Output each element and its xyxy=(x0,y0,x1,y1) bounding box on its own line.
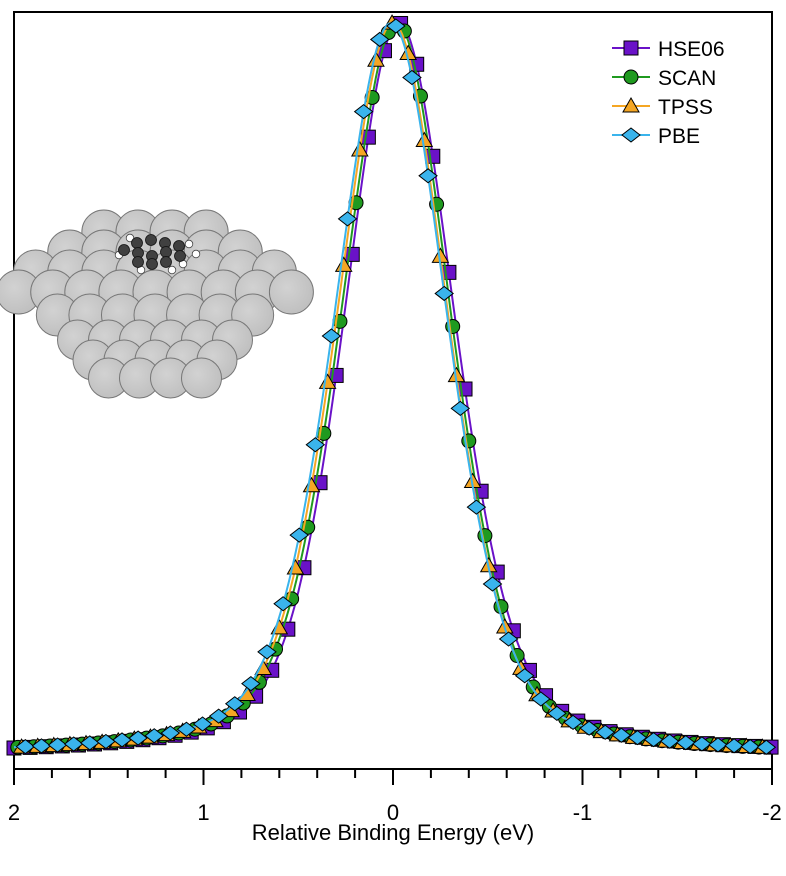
data-point xyxy=(611,727,632,743)
data-point xyxy=(273,596,293,612)
data-point xyxy=(579,720,599,736)
data-point xyxy=(659,733,680,749)
data-point xyxy=(563,714,583,730)
data-point xyxy=(160,725,181,741)
data-point xyxy=(367,51,385,67)
carbon-atom xyxy=(173,240,185,252)
data-point xyxy=(192,716,213,732)
data-point xyxy=(15,738,36,755)
hydrogen-atom xyxy=(184,239,194,249)
legend-marker xyxy=(621,127,641,143)
x-tick-label: 0 xyxy=(387,800,399,825)
legend-item: SCAN xyxy=(612,67,716,90)
data-point xyxy=(434,285,454,302)
data-point xyxy=(498,631,519,647)
data-point xyxy=(643,731,664,748)
data-point xyxy=(369,31,390,48)
legend-item: PBE xyxy=(612,125,700,148)
data-point xyxy=(386,18,406,34)
carbon-atom xyxy=(145,234,157,246)
legend: HSE06 SCAN TPSS PBE xyxy=(612,38,725,148)
data-point xyxy=(305,437,326,453)
data-point xyxy=(627,730,648,746)
x-tick-label: 1 xyxy=(197,800,209,825)
data-point xyxy=(353,103,374,120)
series-pbe xyxy=(13,18,777,755)
data-point xyxy=(224,696,245,712)
data-point xyxy=(547,705,567,722)
data-point xyxy=(257,644,277,660)
legend-item: TPSS xyxy=(612,96,713,119)
x-axis: 2 1 0 -1 -2 xyxy=(8,769,782,825)
data-point xyxy=(334,256,353,272)
data-point xyxy=(740,738,761,755)
data-point xyxy=(144,728,165,744)
metal-atom xyxy=(268,269,314,315)
data-point xyxy=(63,736,84,752)
data-point xyxy=(692,736,712,752)
legend-marker xyxy=(623,40,639,56)
carbon-atom xyxy=(146,258,158,270)
legend-item: HSE06 xyxy=(612,38,725,61)
data-point xyxy=(514,668,535,684)
benzene-on-metal-surface-icon xyxy=(0,209,314,399)
data-point xyxy=(241,676,261,692)
legend-marker xyxy=(623,69,639,85)
data-point xyxy=(79,735,100,751)
hydrogen-atom xyxy=(125,233,135,243)
data-point xyxy=(176,721,197,737)
carbon-atom xyxy=(131,237,143,249)
data-point xyxy=(128,730,148,746)
data-point xyxy=(675,735,696,751)
x-axis-label: Relative Binding Energy (eV) xyxy=(252,820,534,845)
data-point xyxy=(289,527,310,543)
hydrogen-atom xyxy=(191,249,201,259)
data-point xyxy=(208,708,229,724)
data-point xyxy=(350,140,369,157)
data-point xyxy=(724,738,744,754)
data-point xyxy=(337,211,358,227)
data-point xyxy=(402,69,422,86)
legend-label: SCAN xyxy=(658,67,716,90)
x-tick-label: -2 xyxy=(762,800,782,825)
carbon-atom xyxy=(160,246,172,258)
carbon-atom xyxy=(160,256,172,268)
data-point xyxy=(321,328,342,344)
data-point xyxy=(450,400,471,417)
carbon-atom xyxy=(174,250,186,262)
carbon-atom xyxy=(132,256,144,268)
legend-label: PBE xyxy=(658,125,700,148)
metal-atom xyxy=(181,357,222,399)
data-point xyxy=(756,739,777,755)
data-point xyxy=(466,499,487,515)
series-layer xyxy=(6,14,779,756)
x-tick-label: 2 xyxy=(8,800,20,825)
legend-label: TPSS xyxy=(658,96,713,119)
data-point xyxy=(530,691,551,707)
legend-marker xyxy=(622,96,640,113)
legend-label: HSE06 xyxy=(658,38,725,61)
data-point xyxy=(47,737,68,753)
data-point xyxy=(31,738,52,754)
carbon-atom xyxy=(118,244,130,256)
data-point xyxy=(96,733,116,750)
x-tick-label: -1 xyxy=(573,800,593,825)
data-point xyxy=(595,724,616,740)
data-point xyxy=(112,732,132,748)
data-point xyxy=(418,168,438,184)
hydrogen-atom xyxy=(167,265,177,275)
data-point xyxy=(482,576,503,592)
data-point xyxy=(708,737,728,753)
